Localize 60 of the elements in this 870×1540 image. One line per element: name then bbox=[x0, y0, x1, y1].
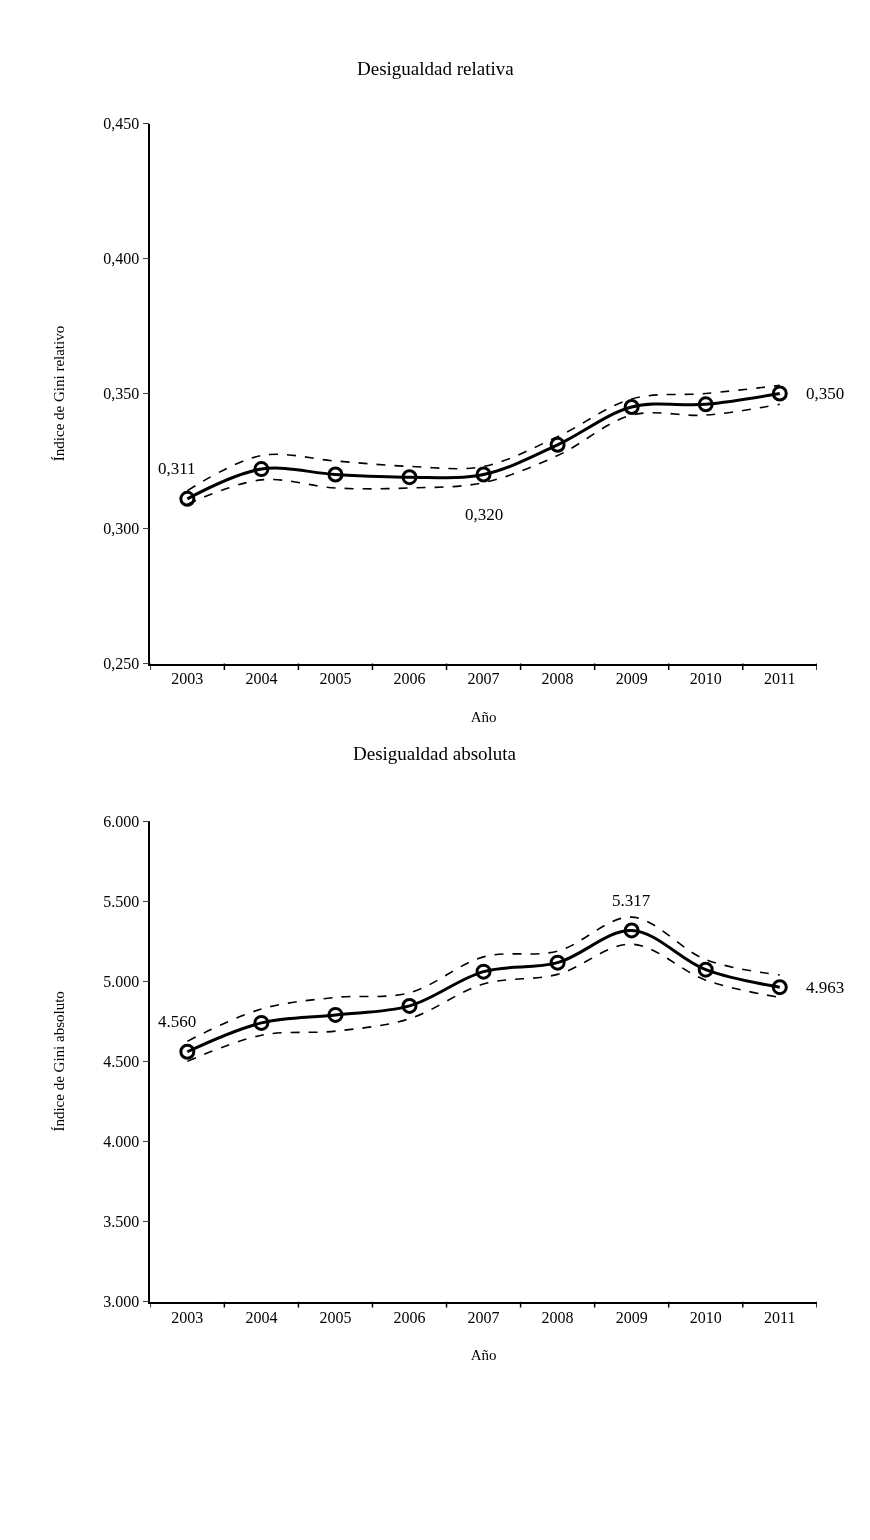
x-tick-label: 2003 bbox=[171, 670, 204, 688]
x-tick-label: 2004 bbox=[245, 1308, 278, 1326]
data-label: 0,311 bbox=[158, 459, 196, 478]
y-tick-label: 4.500 bbox=[103, 1052, 140, 1070]
point bbox=[253, 461, 270, 478]
x-tick-label: 2006 bbox=[393, 1308, 426, 1326]
x-axis-title: Año bbox=[470, 708, 497, 725]
x-axis-title: Año bbox=[470, 1347, 497, 1364]
data-label: 0,350 bbox=[806, 384, 845, 403]
y-tick-label: 4.000 bbox=[103, 1133, 140, 1151]
x-tick-label: 2011 bbox=[764, 670, 796, 688]
x-tick-label: 2005 bbox=[319, 670, 352, 688]
x-tick-label: 2009 bbox=[615, 1308, 648, 1326]
y-tick-label: 3.000 bbox=[103, 1293, 140, 1311]
x-tick-label: 2009 bbox=[615, 670, 648, 688]
x-tick-label: 2010 bbox=[689, 670, 722, 688]
data-label: 0,320 bbox=[465, 505, 504, 524]
x-tick-label: 2007 bbox=[467, 1308, 500, 1326]
x-tick-label: 2010 bbox=[689, 1308, 722, 1326]
point bbox=[253, 1014, 270, 1031]
y-tick-label: 0,450 bbox=[103, 115, 140, 133]
point bbox=[697, 961, 714, 978]
x-tick-label: 2004 bbox=[245, 670, 278, 688]
y-axis-title: Índice de Gini relativo bbox=[51, 325, 68, 462]
point bbox=[623, 922, 640, 939]
chart-title: Desigualdad absoluta bbox=[353, 743, 517, 764]
point bbox=[549, 436, 566, 453]
y-axis-title: Índice de Gini absoluto bbox=[51, 991, 68, 1132]
data-label: 5.317 bbox=[612, 891, 651, 910]
data-label: 4.963 bbox=[806, 978, 845, 997]
point bbox=[327, 1006, 344, 1023]
point bbox=[475, 963, 492, 980]
data-label: 4.560 bbox=[158, 1012, 197, 1031]
x-tick-label: 2006 bbox=[393, 670, 426, 688]
y-tick-label: 5.000 bbox=[103, 972, 140, 990]
point bbox=[401, 997, 418, 1014]
point bbox=[623, 399, 640, 415]
point bbox=[697, 396, 714, 413]
point bbox=[179, 1043, 196, 1060]
point bbox=[401, 469, 418, 486]
x-tick-label: 2008 bbox=[541, 1308, 574, 1326]
point bbox=[327, 466, 344, 483]
chart-title: Desigualdad relativa bbox=[357, 58, 515, 79]
y-tick-label: 5.500 bbox=[103, 892, 140, 910]
y-tick-label: 0,300 bbox=[103, 520, 140, 538]
y-tick-label: 3.500 bbox=[103, 1213, 140, 1231]
x-tick-label: 2005 bbox=[319, 1308, 352, 1326]
y-tick-label: 0,350 bbox=[103, 385, 140, 403]
point bbox=[549, 954, 566, 971]
y-tick-label: 6.000 bbox=[103, 812, 140, 830]
point bbox=[771, 385, 788, 402]
point bbox=[475, 466, 492, 483]
point bbox=[179, 490, 196, 507]
point bbox=[771, 979, 788, 996]
x-tick-label: 2008 bbox=[541, 670, 574, 688]
x-tick-label: 2007 bbox=[467, 670, 500, 688]
x-tick-label: 2003 bbox=[171, 1308, 204, 1326]
y-tick-label: 0,400 bbox=[103, 250, 140, 268]
x-tick-label: 2011 bbox=[764, 1308, 796, 1326]
y-tick-label: 0,250 bbox=[103, 655, 140, 673]
